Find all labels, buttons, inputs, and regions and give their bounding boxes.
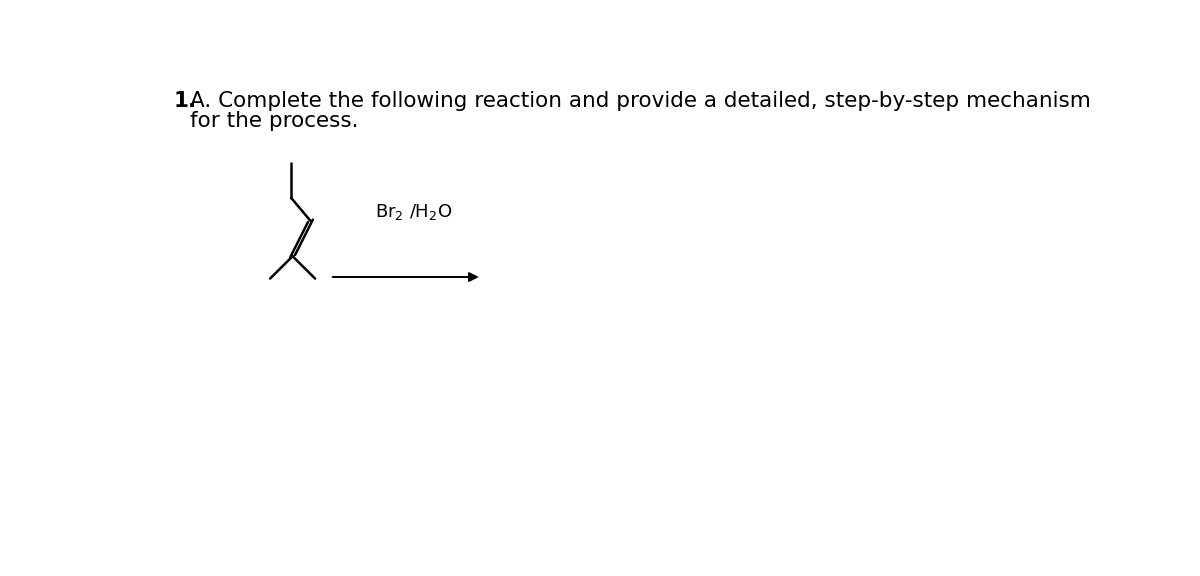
Text: A. Complete the following reaction and provide a detailed, step-by-step mechanis: A. Complete the following reaction and p… xyxy=(191,90,1091,111)
Text: 1.: 1. xyxy=(173,90,197,111)
Text: Br$_2$ /H$_2$O: Br$_2$ /H$_2$O xyxy=(374,202,452,222)
Text: for the process.: for the process. xyxy=(191,112,359,131)
